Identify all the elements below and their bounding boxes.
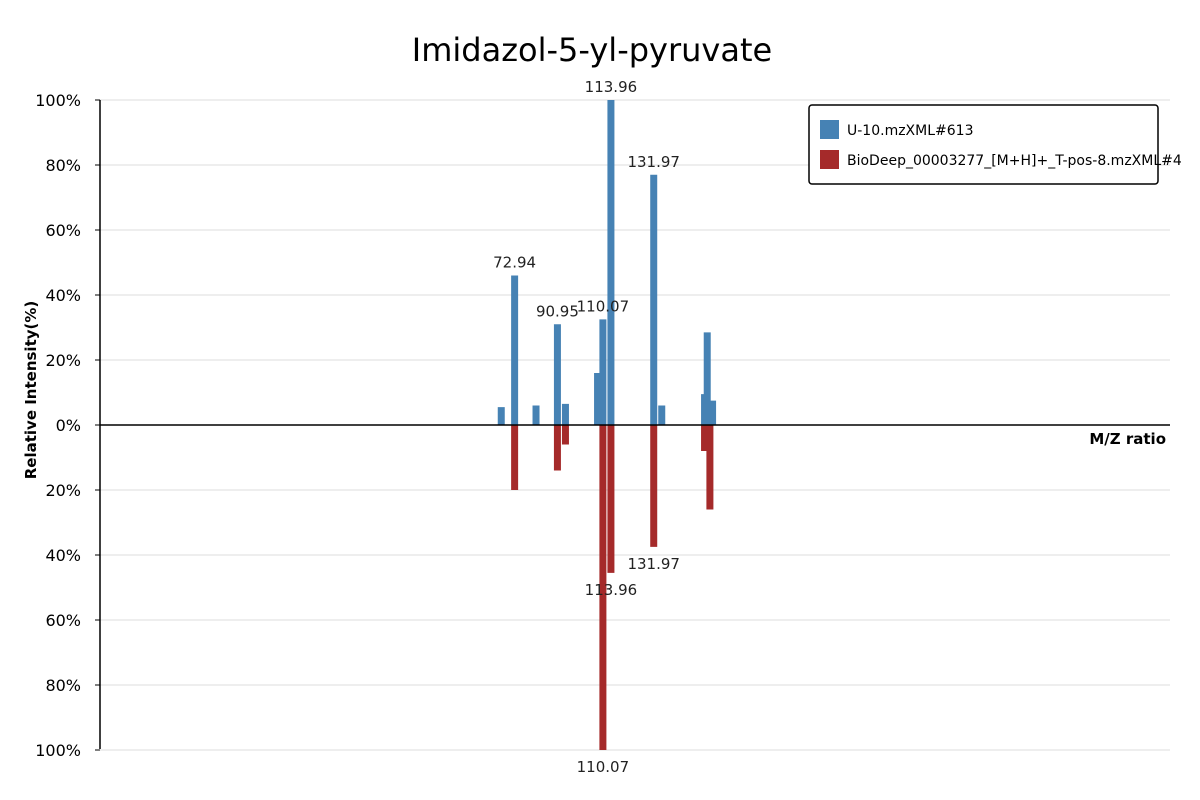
peak-bar-reference: [706, 425, 714, 510]
peak-bar-query: [561, 403, 569, 425]
peak-bar-query: [553, 324, 561, 425]
y-tick-label: 40%: [45, 286, 81, 305]
peak-label-query: 113.96: [585, 78, 638, 96]
y-tick-label: 20%: [45, 351, 81, 370]
peak-bar-reference: [561, 425, 569, 445]
peak-bar-reference: [650, 425, 658, 547]
peak-label-query: 90.95: [536, 302, 579, 320]
peak-bar-reference: [511, 425, 519, 490]
peak-bar-query: [703, 332, 711, 425]
peak-label-reference: 110.07: [577, 758, 630, 776]
y-tick-label: 40%: [45, 546, 81, 565]
peak-bar-query: [607, 100, 615, 425]
peak-label-reference: 131.97: [627, 555, 680, 573]
y-tick-label: 60%: [45, 221, 81, 240]
y-tick-label: 60%: [45, 611, 81, 630]
chart-title: Imidazol-5-yl-pyruvate: [412, 31, 772, 69]
peak-label-query: 131.97: [627, 153, 680, 171]
y-tick-label: 100%: [35, 741, 81, 760]
x-axis-label: M/Z ratio: [1089, 430, 1166, 448]
peak-bar-reference: [701, 425, 709, 451]
y-tick-label: 80%: [45, 676, 81, 695]
legend-label-u10: U-10.mzXML#613: [847, 123, 973, 139]
peak-bar-reference: [599, 425, 607, 750]
peak-bar-reference: [553, 425, 561, 471]
legend-label-biodeep: BioDeep_00003277_[M+H]+_T-pos-8.mzXML#4: [847, 153, 1182, 169]
y-tick-label: 20%: [45, 481, 81, 500]
y-tick-labels: 100% 80% 60% 40% 20% 0% 20% 40% 60% 80% 100%: [35, 91, 100, 760]
legend: U-10.mzXML#613 BioDeep_00003277_[M+H]+_T…: [808, 104, 1182, 185]
legend-swatch-u10: [820, 120, 839, 139]
axes: [99, 100, 1170, 749]
legend-box: [808, 104, 1159, 185]
peak-label-query: 110.07: [577, 297, 630, 315]
y-tick-label: 100%: [35, 91, 81, 110]
y-axis-label: Relative Intensity(%): [22, 301, 40, 480]
peak-label-query: 72.94: [493, 254, 536, 272]
peak-bar-query: [511, 275, 519, 425]
peak-bar-query: [532, 405, 540, 425]
peak-bar-query: [650, 174, 658, 425]
peak-bar-query: [599, 319, 607, 425]
peak-label-reference: 113.96: [585, 581, 638, 599]
legend-swatch-biodeep: [820, 150, 839, 169]
peak-bar-reference: [607, 425, 615, 573]
peak-bars: [497, 100, 717, 750]
peak-bar-query: [709, 400, 717, 425]
gridlines: [100, 99, 1170, 751]
peak-bar-query: [594, 373, 602, 425]
peak-bar-query: [658, 405, 666, 425]
peak-bar-query: [497, 407, 505, 425]
peak-labels: 72.9490.95110.07113.96131.97113.96131.97…: [493, 78, 680, 776]
y-tick-label: 80%: [45, 156, 81, 175]
y-tick-label: 0%: [56, 416, 81, 435]
